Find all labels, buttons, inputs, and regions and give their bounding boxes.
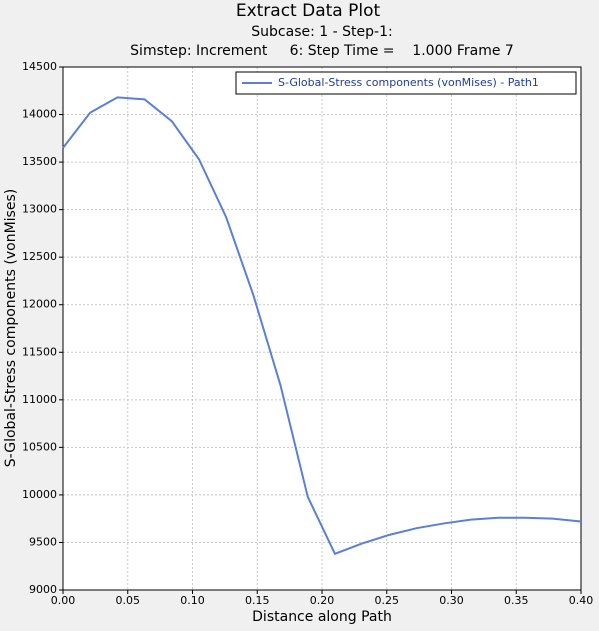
- y-tick-label: 11000: [22, 393, 57, 406]
- y-tick-label: 9000: [29, 583, 57, 596]
- chart-title: Extract Data Plot: [236, 1, 381, 21]
- x-tick-label: 0.40: [569, 594, 594, 607]
- subtitle: Simstep: Increment 6: Step Time = 1.000 …: [130, 43, 514, 59]
- y-tick-label: 10000: [22, 488, 57, 501]
- data-line: [62, 96, 582, 556]
- plot-border: [62, 66, 582, 591]
- x-axis-label: Distance along Path: [252, 609, 392, 625]
- x-tick-label: 0.20: [310, 594, 335, 607]
- y-axis-label: S-Global-Stress components (vonMises): [3, 189, 19, 467]
- x-tick-label: 0.10: [180, 594, 205, 607]
- y-tick-label: 14500: [22, 60, 57, 73]
- legend-box: [235, 71, 577, 95]
- x-tick-label: 0.15: [245, 594, 270, 607]
- subtitle: Subcase: 1 - Step-1:: [251, 24, 392, 40]
- y-tick-label: 12000: [22, 298, 57, 311]
- x-tick-label: 0.05: [116, 594, 141, 607]
- x-tick-label: 0.30: [439, 594, 464, 607]
- legend-label: S-Global-Stress components (vonMises) - …: [278, 76, 539, 89]
- y-tick-label: 13000: [22, 203, 57, 216]
- y-tick-label: 14000: [22, 108, 57, 121]
- x-tick-label: 0.00: [51, 594, 76, 607]
- y-tick-label: 11500: [22, 345, 57, 358]
- y-tick-label: 10500: [22, 440, 57, 453]
- x-tick-label: 0.25: [375, 594, 400, 607]
- y-tick-label: 12500: [22, 250, 57, 263]
- y-tick-label: 9500: [29, 535, 57, 548]
- x-tick-label: 0.35: [504, 594, 529, 607]
- y-tick-label: 13500: [22, 155, 57, 168]
